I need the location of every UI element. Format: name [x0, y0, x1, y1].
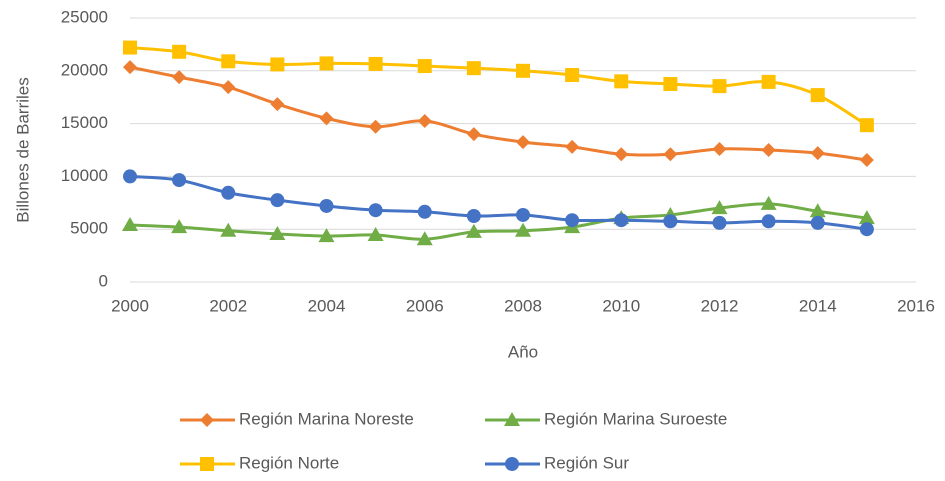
- data-point: [565, 68, 580, 83]
- data-point: [663, 214, 678, 229]
- x-tick-label: 2016: [897, 296, 935, 315]
- x-tick-label: 2004: [308, 296, 346, 315]
- legend-marker: [504, 412, 520, 426]
- y-tick-label: 15000: [61, 113, 108, 132]
- data-point: [810, 88, 825, 103]
- data-point: [810, 215, 825, 230]
- x-tick-label: 2008: [504, 296, 542, 315]
- data-point: [368, 203, 383, 218]
- data-point: [712, 79, 727, 94]
- y-tick-label: 5000: [70, 219, 108, 238]
- data-point: [417, 204, 432, 219]
- data-point: [712, 215, 727, 230]
- data-point: [565, 213, 580, 228]
- x-tick-label: 2002: [209, 296, 247, 315]
- series-line: [129, 202, 868, 241]
- data-point: [171, 219, 188, 234]
- legend-label: Región Marina Noreste: [239, 409, 414, 428]
- data-point: [122, 216, 138, 231]
- data-point: [515, 222, 531, 237]
- y-axis-title: Billones de Barriles: [13, 77, 32, 223]
- legend-marker: [505, 457, 519, 471]
- data-point: [614, 213, 629, 228]
- data-point: [270, 57, 285, 72]
- data-point: [761, 143, 776, 157]
- y-tick-label: 20000: [61, 60, 108, 79]
- data-point: [466, 209, 481, 223]
- x-axis-title: Año: [508, 342, 538, 361]
- data-point: [270, 193, 285, 208]
- legend-marker: [200, 413, 214, 427]
- x-tick-label: 2000: [111, 296, 149, 315]
- data-point: [417, 113, 432, 128]
- data-point: [761, 74, 776, 89]
- data-point: [221, 185, 236, 200]
- data-point: [760, 195, 777, 210]
- data-point: [663, 77, 678, 91]
- series-line: [129, 65, 868, 162]
- data-point: [368, 119, 383, 134]
- data-point: [859, 153, 874, 168]
- data-point: [859, 222, 874, 237]
- legend-label: Región Marina Suroeste: [544, 409, 727, 428]
- data-point: [416, 231, 433, 246]
- data-point: [466, 61, 481, 76]
- data-point: [123, 40, 137, 55]
- data-point: [221, 54, 236, 69]
- data-point: [172, 173, 187, 188]
- y-tick-label: 0: [99, 271, 108, 290]
- series-line: [129, 46, 868, 127]
- legend-label: Región Sur: [544, 453, 629, 472]
- data-point: [761, 214, 776, 229]
- data-point: [367, 227, 384, 242]
- data-point: [417, 59, 432, 74]
- data-point: [516, 207, 530, 222]
- data-point: [319, 111, 334, 126]
- data-point: [809, 203, 826, 218]
- data-point: [663, 147, 678, 162]
- data-point: [516, 135, 530, 150]
- data-point: [810, 146, 825, 161]
- data-point: [711, 200, 728, 215]
- data-point: [614, 147, 629, 162]
- data-point: [859, 118, 874, 133]
- data-point: [565, 139, 580, 154]
- data-point: [614, 74, 629, 89]
- data-point: [123, 60, 137, 75]
- y-tick-label: 25000: [61, 7, 108, 26]
- data-point: [319, 56, 334, 71]
- data-point: [368, 56, 383, 71]
- data-point: [319, 198, 334, 213]
- data-point: [270, 97, 285, 112]
- data-point: [858, 210, 875, 225]
- data-point: [269, 225, 286, 240]
- data-point: [465, 223, 482, 238]
- data-point: [516, 63, 530, 78]
- data-point: [172, 44, 187, 59]
- data-point: [712, 141, 727, 156]
- legend-marker: [200, 457, 214, 471]
- data-point: [221, 80, 236, 95]
- y-tick-label: 10000: [61, 166, 108, 185]
- x-tick-label: 2014: [799, 296, 837, 315]
- data-point: [220, 222, 237, 237]
- x-tick-label: 2006: [406, 296, 444, 315]
- data-point: [318, 228, 335, 243]
- x-tick-label: 2010: [602, 296, 640, 315]
- x-tick-label: 2012: [701, 296, 739, 315]
- data-point: [466, 127, 481, 142]
- data-point: [123, 169, 137, 184]
- data-point: [172, 70, 187, 85]
- legend-label: Región Norte: [239, 453, 339, 472]
- series-line: [129, 174, 868, 231]
